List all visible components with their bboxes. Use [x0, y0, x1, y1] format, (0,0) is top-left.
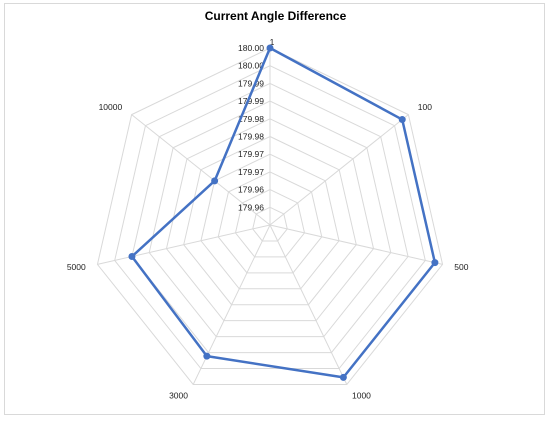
- grid-ring: [165, 118, 375, 322]
- data-point: [266, 44, 274, 52]
- category-label: 1: [270, 37, 275, 47]
- grid-spoke: [97, 224, 271, 265]
- category-label: 3000: [169, 390, 188, 400]
- data-point: [203, 352, 211, 360]
- series-line: [130, 46, 437, 379]
- grid-spoke: [269, 224, 443, 265]
- radial-tick-label: 179.99: [238, 78, 264, 88]
- radial-tick-label: 179.99: [238, 96, 264, 106]
- data-point: [211, 177, 219, 185]
- data-point: [128, 253, 136, 261]
- radial-tick-label: 179.96: [238, 185, 264, 195]
- radial-tick-label: 179.97: [238, 167, 264, 177]
- chart-title: Current Angle Difference: [204, 9, 347, 23]
- grid-ring: [148, 100, 392, 338]
- category-label: 100: [418, 102, 432, 112]
- data-point: [431, 259, 439, 267]
- grid-spoke: [269, 224, 348, 385]
- grid-ring: [234, 189, 306, 258]
- grid-ring: [217, 171, 323, 274]
- category-label: 10000: [99, 102, 123, 112]
- data-point: [398, 116, 406, 124]
- category-label: 5000: [67, 262, 86, 272]
- grid-ring: [252, 206, 288, 242]
- radial-tick-label: 179.96: [238, 202, 264, 212]
- radial-tick-label: 180.00: [238, 43, 264, 53]
- radial-tick-label: 179.97: [238, 149, 264, 159]
- grid-ring: [96, 47, 444, 385]
- grid-ring: [131, 82, 409, 354]
- grid-spoke: [131, 114, 271, 226]
- grid-ring: [114, 65, 426, 370]
- category-label: 500: [454, 262, 468, 272]
- category-label: 1000: [352, 390, 371, 400]
- radial-tick-label: 180.00: [238, 61, 264, 71]
- grid-spoke: [269, 114, 409, 226]
- radial-tick-label: 179.98: [238, 132, 264, 142]
- radial-tick-label: 179.98: [238, 114, 264, 124]
- grid-ring: [183, 135, 357, 306]
- grid-ring: [200, 153, 340, 290]
- data-point: [339, 373, 347, 381]
